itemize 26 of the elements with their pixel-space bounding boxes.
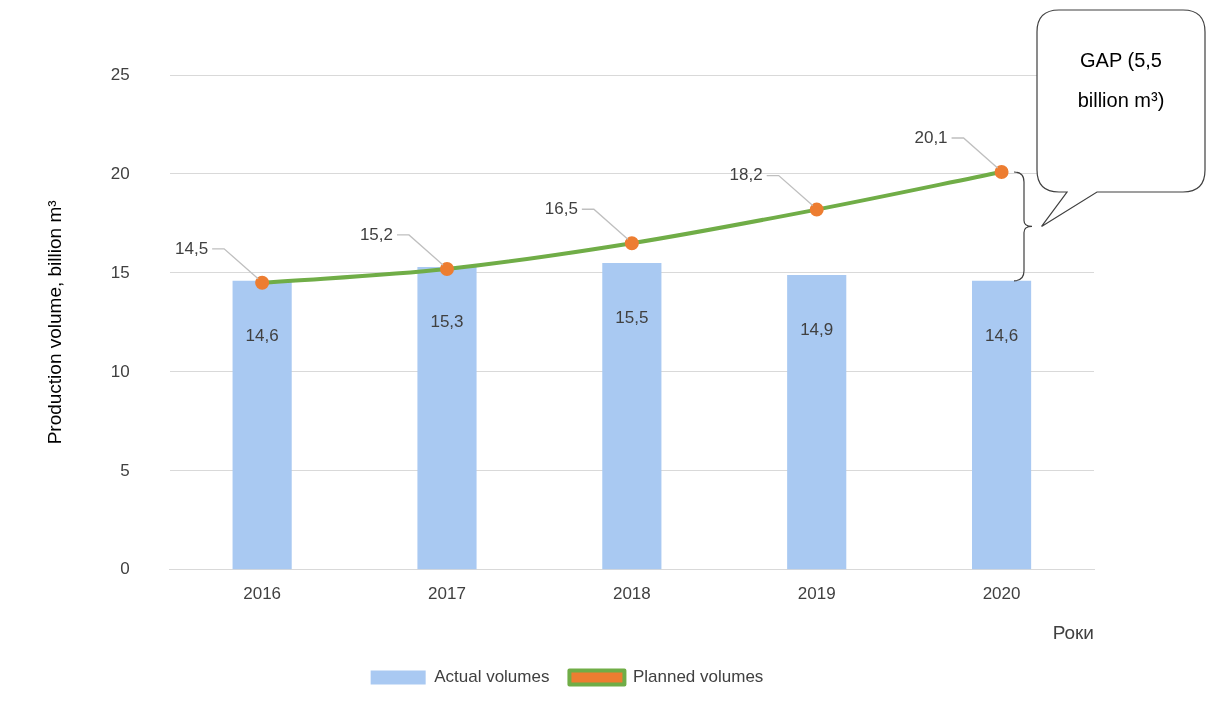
data-label: 14,6	[245, 325, 279, 345]
annotation: GAP (5,5 billion m³)	[1076, 48, 1166, 113]
data-label: 15,5	[615, 307, 649, 327]
x-tick-label: 2020	[982, 583, 1021, 603]
legend-label: Actual volumes	[434, 667, 550, 687]
x-tick-label: 2017	[428, 583, 466, 603]
x-tick-label: 2018	[612, 583, 651, 603]
y-tick-label: 5	[120, 460, 130, 480]
x-tick-label: 2016	[243, 583, 282, 603]
x-tick-label: 2019	[797, 583, 836, 603]
data-label: 20,1	[914, 127, 948, 147]
data-label: 16,5	[544, 198, 578, 218]
y-tick-label: 10	[110, 361, 130, 381]
data-label: 14,5	[175, 238, 209, 258]
y-tick-label: 0	[120, 559, 130, 579]
y-tick-label: 25	[110, 64, 130, 84]
data-label: 18,2	[729, 165, 763, 185]
data-label: 15,3	[430, 311, 464, 331]
x-axis-title: Роки	[1052, 621, 1094, 643]
data-label: 14,6	[985, 325, 1019, 345]
y-tick-label: 20	[110, 163, 130, 183]
data-label: 14,9	[800, 319, 834, 339]
y-tick-label: 15	[110, 262, 130, 282]
legend-label: Planned volumes	[632, 667, 764, 687]
y-axis-title: Production volume, billion m³	[43, 200, 65, 445]
data-label: 15,2	[359, 224, 393, 244]
